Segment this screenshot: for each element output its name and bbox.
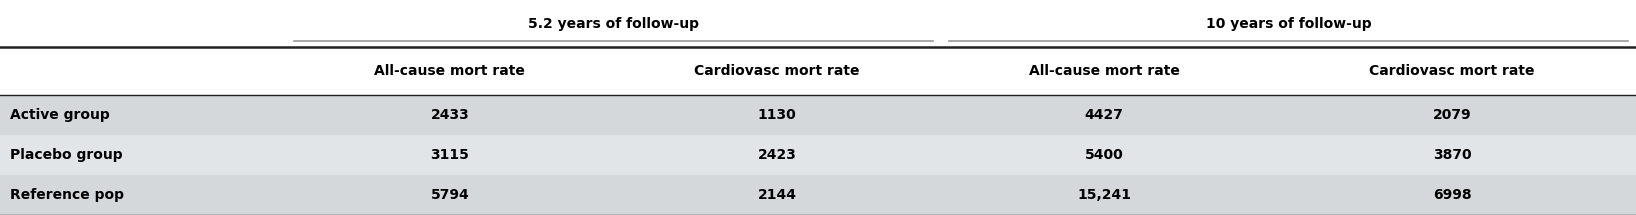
Text: 1130: 1130 [757, 108, 797, 122]
Text: Cardiovasc mort rate: Cardiovasc mort rate [694, 64, 861, 78]
Text: All-cause mort rate: All-cause mort rate [1029, 64, 1180, 78]
Text: 5794: 5794 [430, 188, 470, 202]
Bar [0, 135, 1636, 175]
Text: 3115: 3115 [430, 148, 470, 162]
Bar [0, 95, 1636, 135]
Text: Reference pop: Reference pop [10, 188, 124, 202]
Text: 3870: 3870 [1433, 148, 1471, 162]
Text: 6998: 6998 [1433, 188, 1471, 202]
Text: 2433: 2433 [430, 108, 470, 122]
Text: 2423: 2423 [757, 148, 797, 162]
Text: Active group: Active group [10, 108, 110, 122]
Text: 2144: 2144 [757, 188, 797, 202]
Text: 5.2 years of follow-up: 5.2 years of follow-up [528, 17, 699, 31]
Bar [0, 175, 1636, 215]
Text: 2079: 2079 [1433, 108, 1471, 122]
Text: Cardiovasc mort rate: Cardiovasc mort rate [1369, 64, 1535, 78]
Text: 15,241: 15,241 [1076, 188, 1132, 202]
Text: Placebo group: Placebo group [10, 148, 123, 162]
Text: 5400: 5400 [1085, 148, 1124, 162]
Text: 10 years of follow-up: 10 years of follow-up [1206, 17, 1371, 31]
Text: All-cause mort rate: All-cause mort rate [375, 64, 525, 78]
Text: 4427: 4427 [1085, 108, 1124, 122]
